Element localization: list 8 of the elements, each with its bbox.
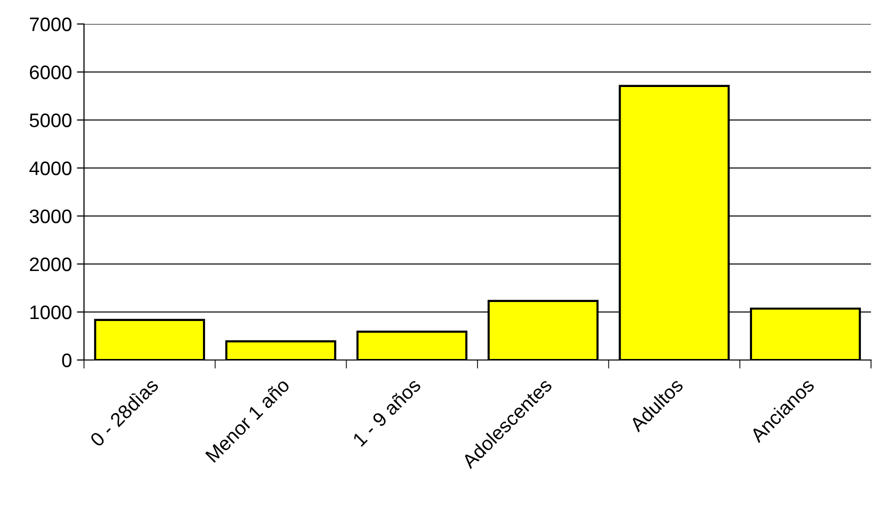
- y-tick-label: 0: [62, 353, 72, 368]
- y-tick-label: 4000: [29, 161, 72, 176]
- y-tick-label: 7000: [30, 17, 72, 32]
- y-tick-label: 2000: [30, 257, 72, 272]
- y-tick-label: 6000: [30, 65, 72, 80]
- y-tick-label: 1000: [30, 305, 72, 320]
- y-tick-label: 3000: [30, 209, 72, 224]
- y-tick-label: 5000: [30, 113, 72, 128]
